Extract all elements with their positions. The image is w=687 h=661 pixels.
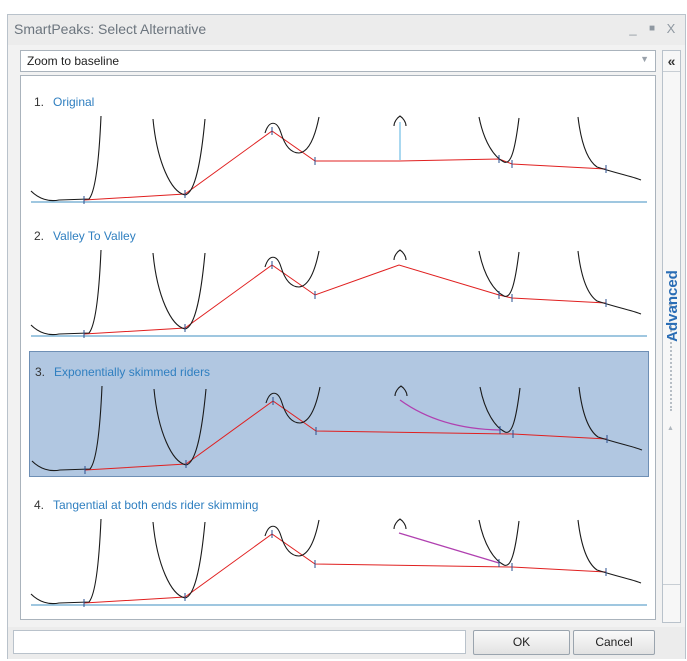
chromatogram-preview <box>30 518 647 607</box>
signal-trace <box>30 249 642 336</box>
alternative-item[interactable]: 2. Valley To Valley <box>29 216 649 342</box>
close-button[interactable]: X <box>666 21 676 36</box>
resize-grip-icon[interactable] <box>663 584 680 589</box>
alternatives-list: 1. Original 2. Valley To Valley 3. Expon… <box>20 75 656 620</box>
rider-skim-line <box>398 532 500 564</box>
chromatogram-preview <box>31 385 643 474</box>
alternative-item[interactable]: 3. Exponentially skimmed riders <box>29 351 649 477</box>
alternative-number: 3. <box>35 365 46 379</box>
advanced-tab[interactable]: Advanced <box>664 270 681 342</box>
select-alternative-dialog: SmartPeaks: Select Alternative _ ■ X Zoo… <box>7 14 686 659</box>
alternative-number: 4. <box>34 498 45 512</box>
alternative-name: Exponentially skimmed riders <box>54 365 211 379</box>
scroll-down-arrow-icon: ▲ <box>667 425 674 432</box>
ok-button[interactable]: OK <box>473 630 570 655</box>
maximize-button[interactable]: ■ <box>648 23 656 34</box>
zoom-dropdown[interactable]: Zoom to baseline ▼ <box>20 50 656 72</box>
cancel-button[interactable]: Cancel <box>573 630 655 655</box>
signal-trace <box>31 385 643 472</box>
title-bar: SmartPeaks: Select Alternative _ ■ X <box>8 15 685 45</box>
grip-dots-icon <box>670 323 674 411</box>
dialog-title: SmartPeaks: Select Alternative <box>14 21 207 37</box>
scroll-up-arrow-icon: ▼ <box>667 303 674 310</box>
zoom-selected-value: Zoom to baseline <box>27 54 120 68</box>
dialog-footer: OK Cancel <box>8 627 685 659</box>
alternative-item[interactable]: 4. Tangential at both ends rider skimmin… <box>29 485 649 611</box>
signal-trace <box>30 518 642 605</box>
alternative-name: Original <box>53 95 95 109</box>
baseline-segment <box>83 130 607 201</box>
collapse-panel-button[interactable]: « <box>663 51 680 72</box>
baseline-segment <box>83 533 607 604</box>
chromatogram-preview <box>30 249 647 338</box>
alternative-number: 2. <box>34 229 45 243</box>
dropdown-arrow-icon[interactable]: ▼ <box>640 54 649 64</box>
baseline-segment <box>83 264 607 335</box>
advanced-side-panel: « ▼ ▲ Advanced <box>662 50 681 623</box>
alternative-item[interactable]: 1. Original <box>29 82 649 208</box>
chromatogram-preview <box>30 115 647 204</box>
minimize-button[interactable]: _ <box>629 21 637 36</box>
baseline-segment <box>84 400 608 471</box>
alternative-number: 1. <box>34 95 45 109</box>
alternative-name: Tangential at both ends rider skimming <box>53 498 259 512</box>
rider-skim-line <box>399 399 501 431</box>
splitter-handle[interactable]: ▼ ▲ <box>665 303 677 435</box>
alternative-name: Valley To Valley <box>53 229 136 243</box>
status-field <box>13 630 466 654</box>
signal-trace <box>30 115 642 202</box>
